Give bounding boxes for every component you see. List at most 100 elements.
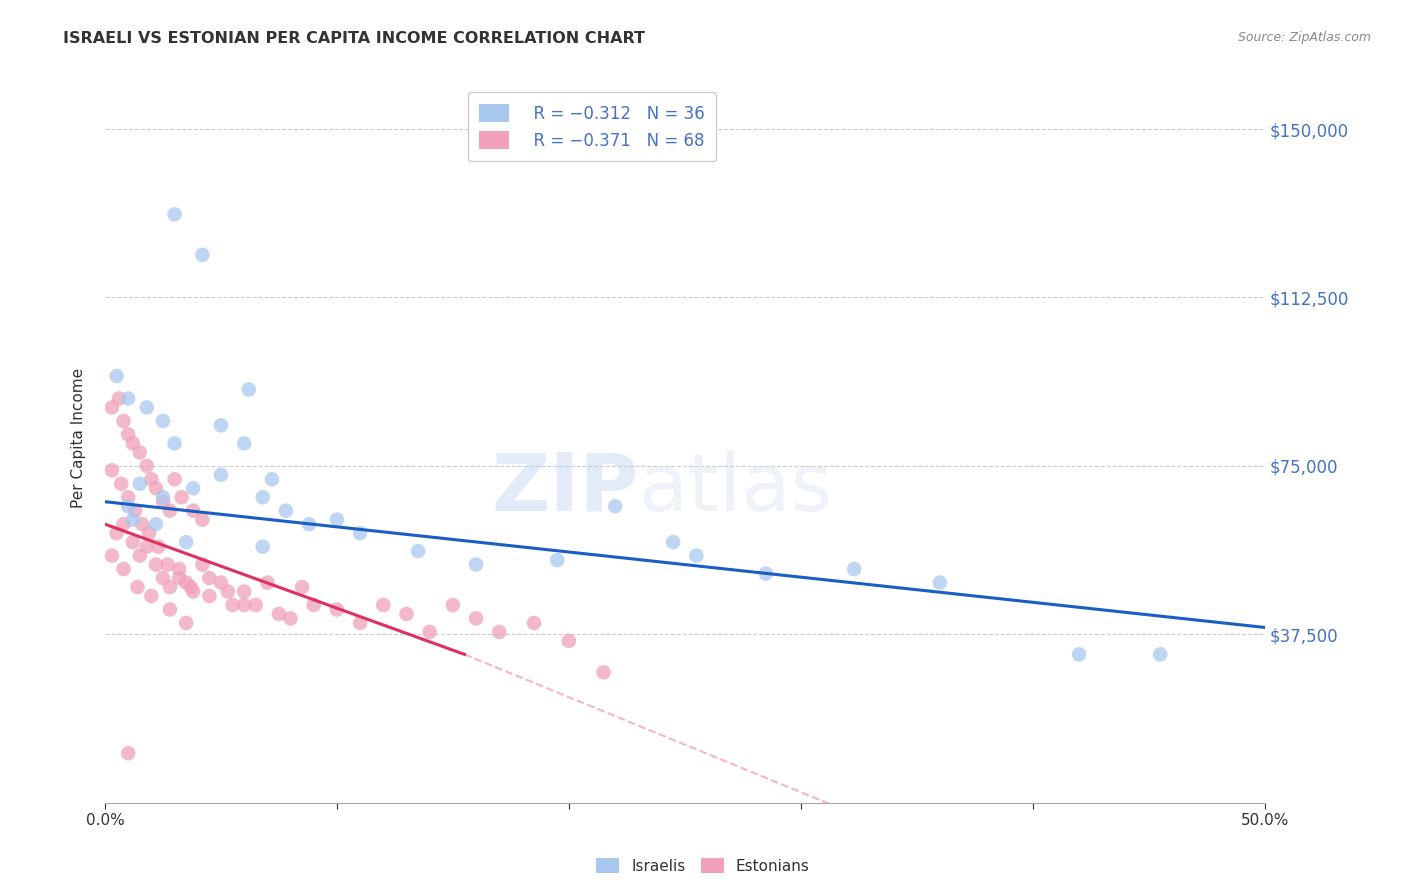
Point	[121, 436, 143, 450]
Point	[138, 526, 160, 541]
Point	[198, 571, 221, 585]
Point	[1149, 648, 1171, 662]
Point	[233, 436, 256, 450]
Point	[141, 472, 163, 486]
Point	[260, 472, 283, 486]
Point	[280, 611, 302, 625]
Point	[167, 562, 190, 576]
Point	[349, 615, 371, 630]
Point	[406, 544, 429, 558]
Point	[685, 549, 707, 563]
Point	[124, 504, 146, 518]
Point	[110, 476, 132, 491]
Point	[1067, 648, 1090, 662]
Point	[141, 589, 163, 603]
Legend:   R = −0.312   N = 36,   R = −0.371   N = 68: R = −0.312 N = 36, R = −0.371 N = 68	[468, 92, 716, 161]
Point	[121, 513, 143, 527]
Point	[217, 584, 239, 599]
Point	[238, 383, 260, 397]
Point	[152, 494, 174, 508]
Point	[267, 607, 290, 621]
Point	[101, 463, 124, 477]
Point	[156, 558, 179, 572]
Point	[928, 575, 950, 590]
Point	[180, 580, 202, 594]
Point	[326, 513, 349, 527]
Point	[419, 624, 441, 639]
Point	[209, 418, 232, 433]
Point	[163, 436, 186, 450]
Point	[159, 580, 181, 594]
Point	[117, 500, 139, 514]
Point	[135, 401, 157, 415]
Point	[302, 598, 325, 612]
Point	[326, 602, 349, 616]
Point	[117, 392, 139, 406]
Point	[105, 526, 128, 541]
Point	[127, 580, 149, 594]
Point	[558, 633, 581, 648]
Point	[108, 392, 131, 406]
Point	[274, 504, 297, 518]
Point	[465, 611, 488, 625]
Point	[546, 553, 568, 567]
Point	[252, 540, 274, 554]
Point	[167, 571, 190, 585]
Point	[662, 535, 685, 549]
Point	[112, 562, 135, 576]
Point	[252, 490, 274, 504]
Point	[121, 535, 143, 549]
Text: ZIP: ZIP	[491, 450, 638, 528]
Point	[105, 369, 128, 384]
Point	[209, 467, 232, 482]
Point	[174, 535, 197, 549]
Point	[101, 401, 124, 415]
Point	[395, 607, 418, 621]
Y-axis label: Per Capita Income: Per Capita Income	[72, 368, 86, 508]
Point	[159, 504, 181, 518]
Point	[181, 584, 204, 599]
Point	[174, 615, 197, 630]
Point	[174, 575, 197, 590]
Point	[117, 490, 139, 504]
Point	[209, 575, 232, 590]
Point	[198, 589, 221, 603]
Point	[465, 558, 488, 572]
Point	[842, 562, 865, 576]
Point	[373, 598, 395, 612]
Point	[191, 513, 214, 527]
Point	[191, 248, 214, 262]
Point	[256, 575, 278, 590]
Point	[135, 458, 157, 473]
Point	[145, 558, 167, 572]
Point	[145, 517, 167, 532]
Point	[181, 504, 204, 518]
Text: ISRAELI VS ESTONIAN PER CAPITA INCOME CORRELATION CHART: ISRAELI VS ESTONIAN PER CAPITA INCOME CO…	[63, 31, 645, 46]
Point	[117, 427, 139, 442]
Point	[523, 615, 546, 630]
Point	[441, 598, 464, 612]
Point	[605, 500, 627, 514]
Point	[112, 414, 135, 428]
Point	[170, 490, 193, 504]
Point	[128, 549, 150, 563]
Point	[117, 746, 139, 760]
Point	[128, 445, 150, 459]
Point	[101, 549, 124, 563]
Point	[233, 598, 256, 612]
Text: Source: ZipAtlas.com: Source: ZipAtlas.com	[1237, 31, 1371, 45]
Point	[221, 598, 243, 612]
Point	[755, 566, 778, 581]
Point	[298, 517, 321, 532]
Point	[148, 540, 170, 554]
Point	[152, 571, 174, 585]
Point	[488, 624, 510, 639]
Point	[131, 517, 153, 532]
Point	[112, 517, 135, 532]
Text: atlas: atlas	[638, 450, 832, 528]
Point	[163, 472, 186, 486]
Point	[349, 526, 371, 541]
Point	[152, 414, 174, 428]
Legend: Israelis, Estonians: Israelis, Estonians	[591, 852, 815, 880]
Point	[145, 481, 167, 495]
